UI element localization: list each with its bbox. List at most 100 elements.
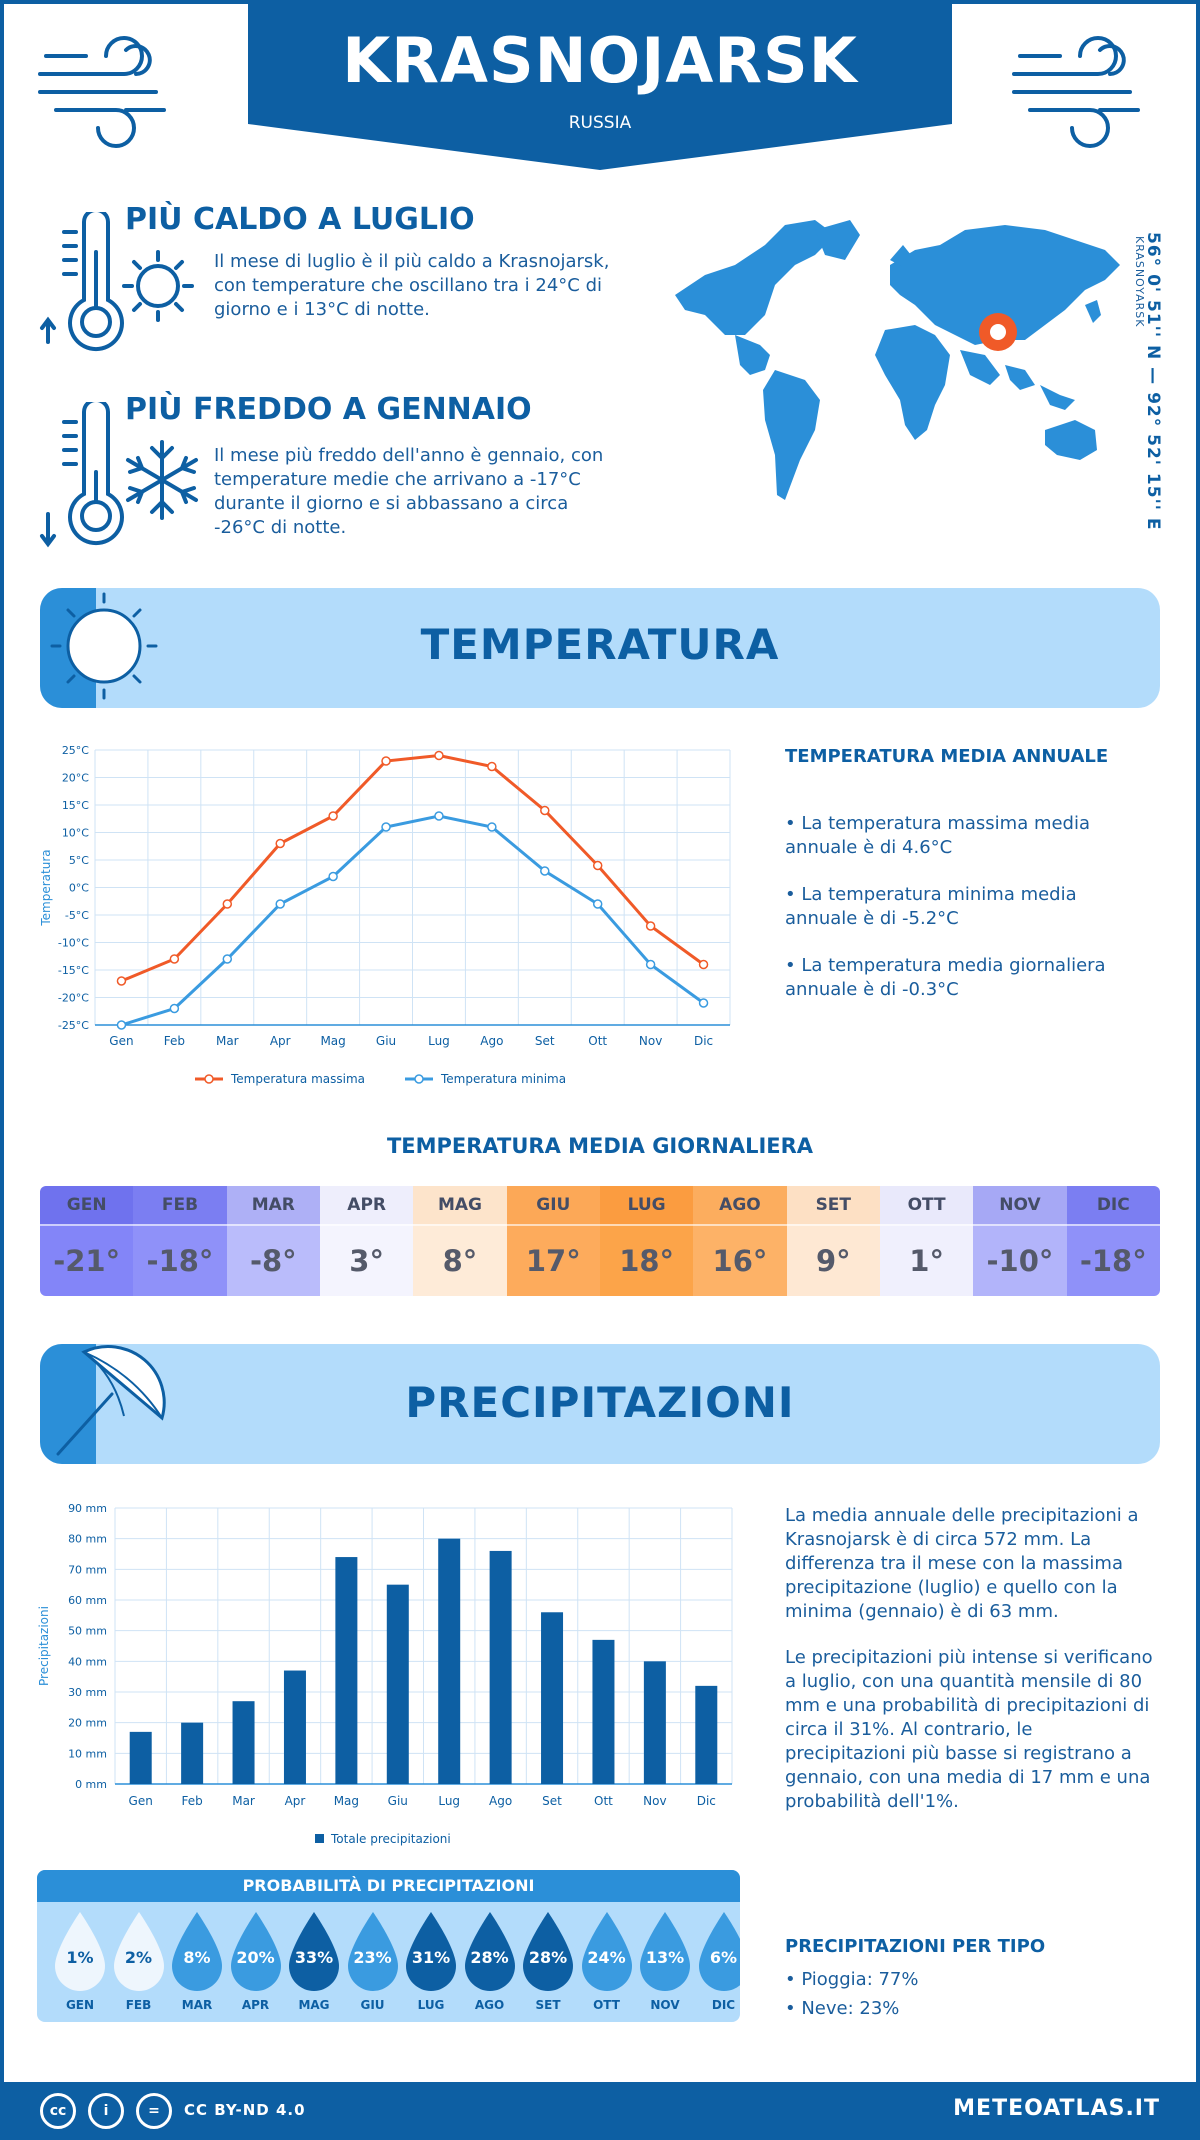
drop-percent: 6%: [709, 1948, 738, 1967]
data-point: [328, 811, 338, 821]
drop-giu: 23% GIU: [344, 1910, 402, 2012]
data-point: [592, 899, 603, 909]
temp-cell-month: MAG: [413, 1186, 507, 1224]
data-point: [222, 899, 233, 909]
drop-gen: 1% GEN: [51, 1910, 109, 2012]
drop-month: GEN: [65, 1998, 95, 2012]
temperature-title: TEMPERATURA: [420, 620, 780, 669]
temp-cell-value: -18°: [1066, 1224, 1160, 1296]
y-tick-label: 60 mm: [68, 1594, 107, 1607]
raindrop-icon: [523, 1912, 573, 1991]
y-tick-label: 0°C: [69, 882, 89, 895]
data-point: [487, 761, 497, 772]
header-ribbon: [248, 0, 952, 170]
raindrop-shape: [581, 1912, 632, 1991]
y-tick-label: 80 mm: [68, 1533, 107, 1546]
thermometer-snowflake-icon: [40, 402, 198, 548]
raindrop-shape: [640, 1912, 690, 1991]
noderivs-icon: =: [136, 2093, 172, 2129]
precip-banner: [40, 1344, 1160, 1464]
drop-percent: 20%: [236, 1948, 275, 1967]
drop-percent: 23%: [353, 1948, 392, 1967]
annual-max-text: • La temperatura massima media annuale è…: [785, 813, 1091, 858]
raindrop-shape: [289, 1912, 339, 1991]
data-point: [328, 871, 338, 882]
y-tick-label: 20°C: [62, 772, 89, 785]
temp-cell-month: NOV: [973, 1186, 1067, 1224]
attribution-icon: i: [88, 2093, 124, 2129]
coordinates-city: KRASNOYARSK: [1133, 236, 1146, 328]
warm-title: PIÙ CALDO A LUGLIO: [125, 202, 475, 237]
x-tick-label: Apr: [270, 1034, 291, 1048]
y-tick-label: 10 mm: [68, 1747, 107, 1760]
raindrop-icon: [406, 1912, 456, 1991]
bar: [438, 1538, 461, 1784]
temp-cell-value: -8°: [226, 1224, 320, 1296]
bar: [283, 1670, 306, 1784]
wind-icon: [38, 36, 166, 148]
x-tick-label: Set: [535, 1034, 555, 1048]
legend-label: Temperatura massima: [230, 1072, 365, 1086]
temp-cell-mag: MAG 8°: [413, 1186, 507, 1296]
x-tick-label: Mag: [320, 1034, 345, 1048]
x-tick-label: Lug: [438, 1794, 460, 1808]
temp-cell-apr: APR 3°: [319, 1186, 414, 1296]
temp-cell-month: AGO: [693, 1186, 787, 1224]
drop-nov: 13% NOV: [636, 1910, 694, 2012]
y-tick-label: 0 mm: [75, 1778, 107, 1791]
temp-cell-month: SET: [786, 1186, 880, 1224]
data-point: [275, 899, 285, 909]
probability-title: PROBABILITÀ DI PRECIPITAZIONI: [37, 1870, 740, 1902]
data-point: [169, 1003, 180, 1014]
temp-cell-mar: MAR -8°: [226, 1186, 320, 1296]
data-point: [698, 998, 709, 1008]
raindrop-icon: [581, 1912, 632, 1991]
x-tick-label: Ott: [588, 1034, 607, 1048]
temp-cell-month: OTT: [879, 1186, 974, 1224]
drop-month: SET: [535, 1998, 561, 2012]
data-point: [698, 959, 709, 970]
drop-percent: 24%: [587, 1948, 626, 1967]
umbrella-icon: [56, 1345, 166, 1456]
site-link[interactable]: METEOATLAS.IT: [953, 2096, 1160, 2121]
temp-cell-month: LUG: [599, 1186, 694, 1224]
probability-drops: 1% GEN 2% FEB 8% MAR 20% APR 33% MAG 23% GIU 31% LUG 2…: [37, 1910, 740, 2020]
temp-cell-set: SET 9°: [786, 1186, 880, 1296]
warm-text: Il mese di luglio è il più caldo a Krasn…: [214, 251, 610, 320]
thermometer-sun-icon: [40, 212, 194, 351]
x-tick-label: Giu: [388, 1794, 408, 1808]
drop-month: MAG: [298, 1998, 330, 2012]
temperature-banner: [40, 588, 1160, 708]
temp-cell-value: -10°: [973, 1224, 1067, 1296]
raindrop-shape: [523, 1912, 573, 1991]
y-tick-label: 5°C: [69, 854, 89, 867]
temp-cell-month: MAR: [226, 1186, 320, 1224]
x-tick-label: Gen: [109, 1034, 133, 1048]
drop-percent: 28%: [528, 1948, 568, 1967]
temp-cell-month: APR: [319, 1186, 414, 1224]
drop-month: GIU: [360, 1998, 385, 2012]
bar: [592, 1639, 615, 1784]
bar: [643, 1661, 666, 1784]
data-point: [116, 1020, 127, 1030]
footer-bar: [0, 2082, 1200, 2140]
x-tick-label: Ago: [489, 1794, 512, 1808]
precip-summary-text: La media annuale delle precipitazioni a …: [785, 1505, 1139, 1622]
legend-label: Temperatura minima: [440, 1072, 566, 1086]
temp-cell-value: 3°: [319, 1224, 414, 1296]
world-map: [675, 220, 1120, 500]
raindrop-shape: [406, 1912, 456, 1991]
raindrop-icon: [230, 1912, 281, 1991]
data-point: [487, 822, 497, 832]
drop-month: OTT: [593, 1998, 620, 2012]
temp-cell-value: 18°: [599, 1224, 694, 1296]
drop-percent: 1%: [66, 1948, 94, 1967]
x-tick-label: Feb: [164, 1034, 185, 1048]
y-tick-label: 25°C: [62, 744, 89, 757]
x-tick-label: Mar: [216, 1034, 239, 1048]
data-point: [169, 954, 180, 964]
bar: [386, 1584, 409, 1784]
y-tick-label: 40 mm: [68, 1655, 107, 1668]
data-point: [434, 750, 444, 761]
drop-month: AGO: [474, 1998, 505, 2012]
